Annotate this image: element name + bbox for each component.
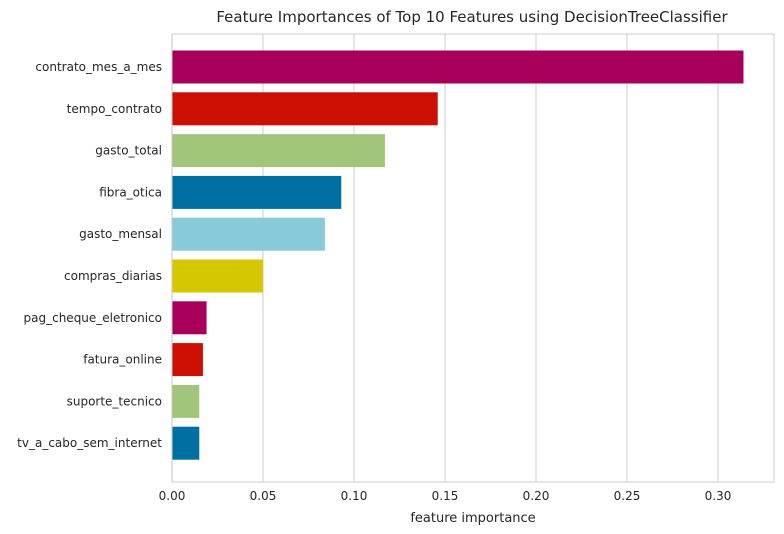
y-tick-label: tv_a_cabo_sem_internet [17,436,162,450]
x-tick-label: 0.20 [523,489,550,503]
y-tick-label: tempo_contrato [67,102,162,116]
y-tick-label: compras_diarias [64,269,162,283]
x-tick-label: 0.05 [250,489,277,503]
y-tick-label: suporte_tecnico [67,394,162,408]
y-tick-label: pag_cheque_eletronico [24,311,162,325]
bar-pag_cheque_eletronico [172,301,207,335]
bar-gasto_mensal [172,217,325,251]
plot-frame [171,33,775,483]
bar-suporte_tecnico [172,384,200,418]
x-tick-label: 0.30 [705,489,732,503]
y-tick-label: gasto_mensal [79,227,162,241]
x-tick-label: 0.25 [614,489,641,503]
x-axis-label: feature importance [410,511,535,526]
y-tick-label: fatura_online [83,353,162,367]
bar-gasto_total [172,134,385,168]
x-tick-label: 0.00 [159,489,186,503]
y-tick-label: contrato_mes_a_mes [35,60,162,74]
bar-tempo_contrato [172,92,438,126]
y-tick-labels: contrato_mes_a_mes tempo_contrato gasto_to… [17,60,162,450]
x-tick-label: 0.10 [341,489,368,503]
x-tick-label: 0.15 [432,489,459,503]
bar-compras_diarias [172,259,263,293]
y-tick-label: gasto_total [95,144,162,158]
x-tick-labels: 0.00 0.05 0.10 0.15 0.20 0.25 0.30 [159,489,732,503]
bar-fatura_online [172,343,203,377]
y-tick-label: fibra_otica [99,185,162,199]
bars [172,50,744,460]
bar-fibra_otica [172,175,342,209]
bar-contrato_mes_a_mes [172,50,744,84]
bar-tv_a_cabo_sem_internet [172,426,200,460]
chart-title: Feature Importances of Top 10 Features u… [216,8,728,26]
